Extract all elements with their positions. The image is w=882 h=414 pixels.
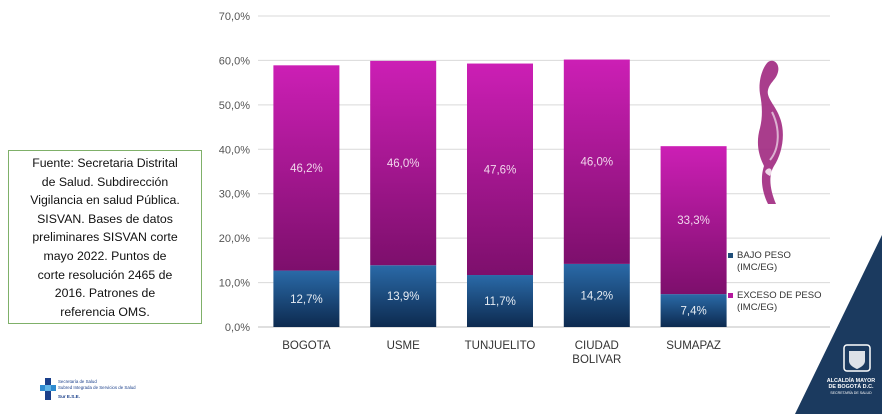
- data-label: 33,3%: [677, 215, 710, 227]
- y-tick-label: 60,0%: [219, 55, 250, 67]
- data-label: 12,7%: [290, 294, 323, 306]
- alcaldia-line3: SECRETARÍA DE SALUD: [830, 391, 872, 396]
- data-label: 47,6%: [484, 164, 517, 176]
- legend-swatch: [728, 253, 733, 258]
- health-cross-icon: [40, 378, 56, 400]
- bar-segment: [467, 63, 533, 276]
- legend-label: (IMC/EG): [737, 262, 777, 273]
- bar-segment: [563, 263, 630, 327]
- y-tick-label: 20,0%: [219, 233, 250, 245]
- data-label: 46,2%: [290, 163, 323, 175]
- y-tick-label: 0,0%: [225, 322, 250, 334]
- y-tick-label: 10,0%: [219, 278, 250, 290]
- y-tick-label: 40,0%: [219, 144, 250, 156]
- data-label: 46,0%: [580, 157, 613, 169]
- data-label: 11,7%: [484, 296, 516, 308]
- x-category-label: BOLIVAR: [572, 354, 621, 366]
- bar-segment: [563, 59, 630, 264]
- legend-swatch: [728, 293, 733, 298]
- y-tick-label: 70,0%: [219, 11, 250, 23]
- bar-segment: [467, 275, 533, 327]
- alcaldia-text: ALCALDÍA MAYOR DE BOGOTÁ D.C. SECRETARÍA…: [820, 378, 882, 397]
- bar-segment: [660, 146, 727, 295]
- pregnant-woman-silhouette-icon: [757, 60, 783, 204]
- logo-sub: Sur E.S.E.: [58, 394, 80, 399]
- x-category-label: CIUDAD: [575, 340, 619, 352]
- y-tick-label: 30,0%: [219, 189, 250, 201]
- data-label: 7,4%: [680, 306, 706, 318]
- data-label: 14,2%: [580, 290, 613, 302]
- alcaldia-line1: ALCALDÍA MAYOR: [826, 378, 876, 384]
- legend-label: (IMC/EG): [737, 302, 777, 313]
- y-tick-label: 50,0%: [219, 100, 250, 112]
- x-category-label: SUMAPAZ: [666, 340, 721, 352]
- bogota-shield-icon: [843, 344, 871, 372]
- legend-label: EXCESO DE PESO: [737, 290, 821, 301]
- x-category-label: USME: [387, 340, 421, 352]
- corner-emblem-background: [795, 235, 882, 414]
- logo-name: Secretaría de Salud Subred Integrada de …: [58, 379, 136, 390]
- source-note-box: Fuente: Secretaria Distrital de Salud. S…: [8, 150, 202, 324]
- bar-segment: [273, 270, 340, 327]
- bar-segment: [273, 65, 340, 271]
- bar-segment: [370, 265, 437, 327]
- data-label: 13,9%: [387, 291, 420, 303]
- legend-label: BAJO PESO: [737, 250, 791, 261]
- alcaldia-line2: DE BOGOTÁ D.C.: [828, 384, 874, 391]
- bar-segment: [370, 60, 437, 266]
- data-label: 46,0%: [387, 158, 420, 170]
- x-category-label: TUNJUELITO: [465, 340, 536, 352]
- source-note-text: Fuente: Secretaria Distrital de Salud. S…: [30, 156, 180, 319]
- bar-segment: [660, 294, 727, 327]
- subred-sur-logo: Secretaría de Salud Subred Integrada de …: [40, 378, 180, 404]
- x-category-label: BOGOTA: [282, 340, 331, 352]
